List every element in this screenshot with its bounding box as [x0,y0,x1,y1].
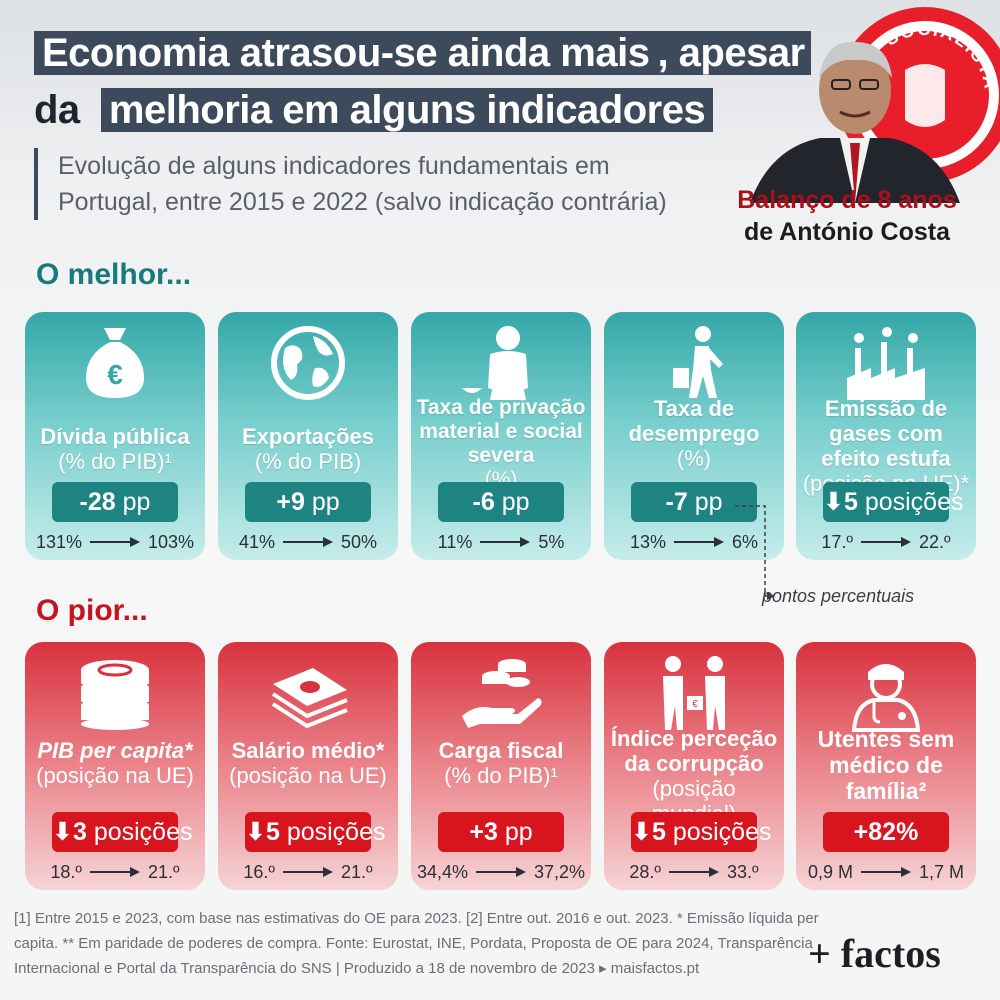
banknotes-icon [271,668,348,729]
best-heading: O melhor... [36,258,192,291]
card-label: Carga fiscal (% do PIB)¹ [438,738,564,788]
svg-text:€: € [692,699,698,710]
arrow-right-icon [480,537,531,547]
card-divida-publica: € Dívida pública (% do PIB)¹ -28 pp 131%… [25,312,205,560]
range: 34,4% 37,2% [416,862,586,882]
card-label: Emissão de gases com efeito estufa (posi… [803,396,969,496]
arrow-right-icon [674,537,724,547]
change-pill: ⬇3 posições [52,812,192,852]
badge-line-2: de António Costa [743,218,950,246]
footer-line-1: [1] Entre 2015 e 2023, com base nas esti… [14,910,819,927]
badge-caption: Balanço de 8 anos de António Costa [722,184,972,248]
card-carga-fiscal: Carga fiscal (% do PIB)¹ +3 pp 34,4% 37,2… [411,642,591,890]
card-label: Exportações (% do PIB) [241,424,375,474]
bribe-exchange-icon: € [663,656,725,730]
brand-logo: + factos [808,931,941,976]
card-emissao-gases: Emissão de gases com efeito estufa (posi… [796,312,976,560]
range: 131% 103% [35,532,195,552]
range: 13% 6% [629,532,759,552]
range: 11% 5% [437,532,565,552]
range: 17.º 22.º [821,532,951,552]
card-salario-medio: Salário médio* (posição na UE) ⬇5 posiçõ… [218,642,398,890]
change-pill: +82% [823,812,949,852]
coins-stack-icon [81,660,149,730]
note-connector [735,505,775,600]
doctor-icon [851,664,921,732]
globe-icon [271,326,345,400]
change-pill: -28 pp [52,482,178,522]
change-pill: -7 pp [631,482,757,522]
range: 18.º 21.º [50,862,180,882]
title-lead-2: da [34,88,80,132]
change-pill: ⬇5 posições [631,812,771,852]
footer-notes: [1] Entre 2015 e 2023, com base nas esti… [14,906,819,981]
subtitle-line-1: Evolução de alguns indicadores fundament… [58,152,610,180]
worst-heading: O pior... [36,594,148,627]
hand-coins-icon [462,659,542,728]
arrow-right-icon [90,537,140,547]
money-bag-euro-icon: € [86,328,144,398]
card-label: Índice perceção da corrupção (posição mu… [610,726,778,826]
subtitle: Evolução de alguns indicadores fundament… [34,148,734,220]
footer-line-2: capita. ** Em paridade de poderes de com… [14,935,813,952]
change-pill: -6 pp [438,482,564,522]
arrow-right-icon [861,537,911,547]
factory-emissions-icon [847,327,925,400]
arrow-right-icon [283,867,333,877]
title-highlight-2: melhoria em alguns indicadores [100,88,714,132]
arrow-right-icon [861,867,911,877]
title-rest-1: , apesar [657,31,811,75]
card-pib-per-capita: PIB per capita* (posição na UE) ⬇3 posiç… [25,642,205,890]
card-label: Salário médio* (posição na UE) [229,738,387,788]
change-pill: ⬇5 posições [245,812,385,852]
worker-walking-icon [673,326,723,398]
portrait-image [750,41,960,203]
card-label: Utentes sem médico de família² [817,726,955,804]
title-line-1: Economia atrasou-se ainda mais, apesar [34,30,811,76]
range: 0,9 M 1,7 M [807,862,965,882]
card-corrupcao: € Índice perceção da corrupção (posição … [604,642,784,890]
range: 16.º 21.º [243,862,373,882]
card-label: Taxa de desemprego (%) [628,396,760,471]
arrow-right-icon [90,867,140,877]
pp-note: pontos percentuais [762,586,915,606]
card-privacao-material: Taxa de privação material e social sever… [411,312,591,560]
card-medico-familia: Utentes sem médico de família² +82% 0,9 … [796,642,976,890]
title-line-2: da melhoria em alguns indicadores [34,87,714,133]
svg-text:€: € [107,359,123,390]
card-label: Dívida pública (% do PIB)¹ [40,424,190,474]
card-exportacoes: Exportações (% do PIB) +9 pp 41% 50% [218,312,398,560]
card-label: Taxa de privação material e social sever… [416,396,586,491]
arrow-right-icon [283,537,333,547]
arrow-right-icon [476,867,526,877]
range: 41% 50% [238,532,378,552]
title-highlight-1: Economia atrasou-se ainda mais [34,31,658,75]
range: 28.º 33.º [629,862,759,882]
change-pill: +9 pp [245,482,371,522]
footer-line-3: Internacional e Portal da Transparência … [14,960,700,977]
change-pill: +3 pp [438,812,564,852]
arrow-right-icon [669,867,719,877]
poverty-person-icon [462,326,528,400]
card-desemprego: Taxa de desemprego (%) -7 pp 13% 6% [604,312,784,560]
badge-line-1: Balanço de 8 anos [737,186,957,214]
subtitle-line-2: Portugal, entre 2015 e 2022 (salvo indic… [58,188,667,216]
change-pill: ⬇5 posições [823,482,963,522]
card-label: PIB per capita* (posição na UE) [36,738,194,788]
